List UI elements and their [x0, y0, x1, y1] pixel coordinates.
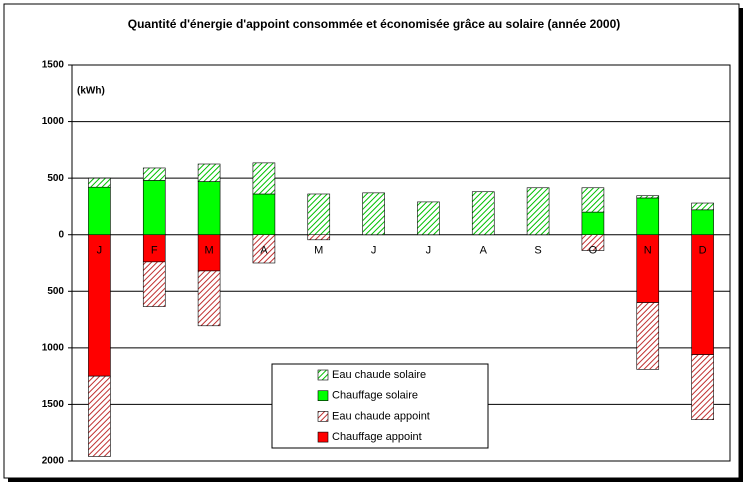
legend — [271, 363, 489, 449]
y-tick-label: 1000 — [42, 116, 65, 127]
bar-segment — [691, 209, 714, 236]
x-tick-label: N — [644, 245, 652, 257]
bar-segment — [362, 192, 385, 236]
bar-segment — [581, 211, 605, 236]
bar-segment — [526, 187, 550, 236]
y-tick-label: 1500 — [42, 399, 65, 410]
x-tick-label: O — [589, 245, 598, 257]
x-tick-label: D — [699, 245, 707, 257]
bar-segment — [307, 193, 331, 236]
y-tick-label: 2000 — [42, 456, 65, 467]
x-tick-label: S — [534, 245, 541, 257]
bar-segment — [691, 202, 714, 211]
bar-segment — [88, 375, 111, 457]
plot: 2000 1500 1000 500 0 500 1000 1500 J F M A M J J A S O N D E… — [42, 60, 731, 467]
legend-label: Chauffage appoint — [332, 431, 422, 443]
bar-segment — [471, 191, 495, 236]
chart-title: Quantité d'énergie d'appoint consommée e… — [128, 17, 621, 31]
x-tick-label: A — [480, 245, 488, 257]
legend-label: Eau chaude solaire — [332, 369, 426, 381]
x-tick-label: J — [97, 245, 103, 257]
legend-swatch — [317, 390, 329, 402]
y-tick-label: 1000 — [42, 342, 65, 353]
y-tick-label: 500 — [47, 286, 64, 297]
legend-swatch — [317, 369, 329, 381]
x-tick-label: J — [426, 245, 432, 257]
bar-segment — [307, 234, 331, 241]
bar-segment — [142, 261, 166, 307]
y-tick-label: 500 — [47, 173, 64, 184]
bar-segment — [636, 197, 660, 236]
bar-segment — [197, 163, 221, 182]
bar-segment — [88, 186, 111, 236]
bar-segment — [636, 302, 660, 370]
bar-segment — [197, 270, 221, 327]
x-tick-label: A — [260, 245, 268, 257]
bar-segment — [417, 201, 440, 236]
bar-segment — [581, 187, 605, 213]
legend-label: Chauffage solaire — [332, 390, 418, 402]
y-tick-label: 1500 — [42, 60, 65, 71]
x-tick-label: M — [204, 245, 213, 257]
bar-segment — [142, 180, 166, 236]
bar-segment — [252, 162, 276, 195]
bar-segment — [197, 181, 221, 236]
x-tick-label: M — [314, 245, 323, 257]
bar-segment — [142, 167, 166, 181]
bar-segment — [636, 195, 660, 199]
x-tick-label: J — [371, 245, 377, 257]
legend-swatch — [317, 431, 329, 443]
y-tick-label: 0 — [58, 229, 64, 240]
annotation: (kWh) — [77, 86, 105, 97]
legend-swatch — [317, 411, 329, 422]
bar-segment — [252, 193, 276, 236]
x-tick-label: F — [151, 245, 158, 257]
bar-segment — [88, 177, 111, 188]
bar-segment — [691, 354, 714, 421]
legend-label: Eau chaude appoint — [332, 410, 430, 422]
